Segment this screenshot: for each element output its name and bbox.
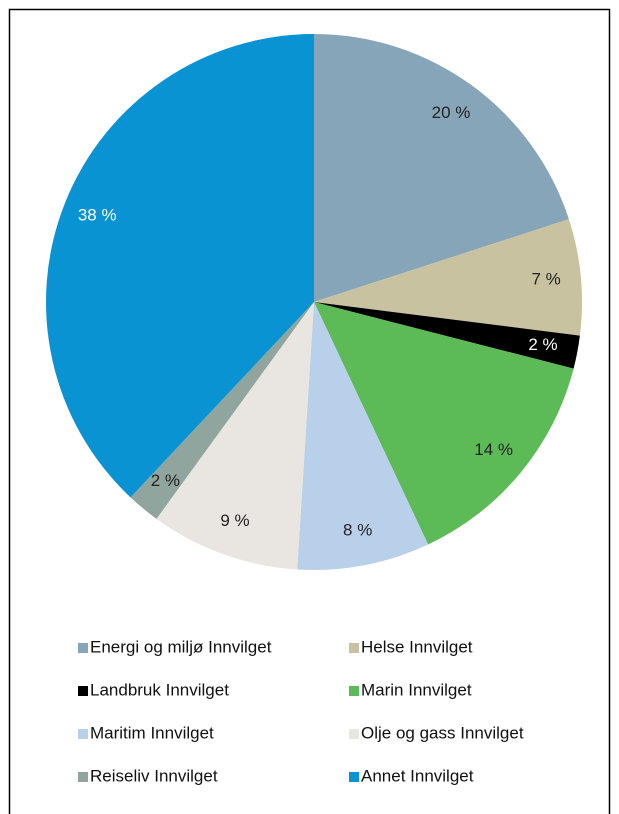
legend-swatch	[78, 686, 88, 696]
value-label: 2 %	[151, 471, 180, 490]
pie-slice	[314, 302, 580, 369]
legend-label: Olje og gass Innvilget	[361, 723, 524, 742]
value-label: 8 %	[343, 521, 372, 540]
pie-slice	[297, 302, 429, 571]
legend-label: Helse Innvilget	[361, 637, 473, 656]
pie-slice	[314, 34, 569, 302]
value-label: 14 %	[474, 440, 513, 459]
legend-swatch	[349, 729, 359, 739]
legend-label: Marin Innvilget	[361, 680, 472, 699]
legend-swatch	[349, 686, 359, 696]
legend-swatch	[78, 643, 88, 653]
value-label: 7 %	[531, 270, 560, 289]
legend-label: Reiseliv Innvilget	[90, 766, 218, 785]
legend-label: Maritim Innvilget	[90, 723, 214, 742]
frame	[8, 8, 611, 814]
legend-label: Landbruk Innvilget	[90, 680, 229, 699]
value-label: 38 %	[78, 206, 117, 225]
legend-swatch	[349, 643, 359, 653]
legend-swatch	[78, 772, 88, 782]
legend-label: Annet Innvilget	[361, 766, 474, 785]
legend-swatch	[349, 772, 359, 782]
legend-swatch	[78, 729, 88, 739]
pie-slice	[46, 34, 315, 498]
value-label: 2 %	[528, 335, 557, 354]
value-label: 9 %	[220, 511, 249, 530]
pie-slice	[314, 302, 574, 545]
pie-slice	[156, 302, 314, 570]
legend-label: Energi og miljø Innvilget	[90, 637, 272, 656]
pie-slice	[130, 302, 314, 519]
value-label: 20 %	[432, 103, 471, 122]
pie-slice	[314, 219, 582, 336]
